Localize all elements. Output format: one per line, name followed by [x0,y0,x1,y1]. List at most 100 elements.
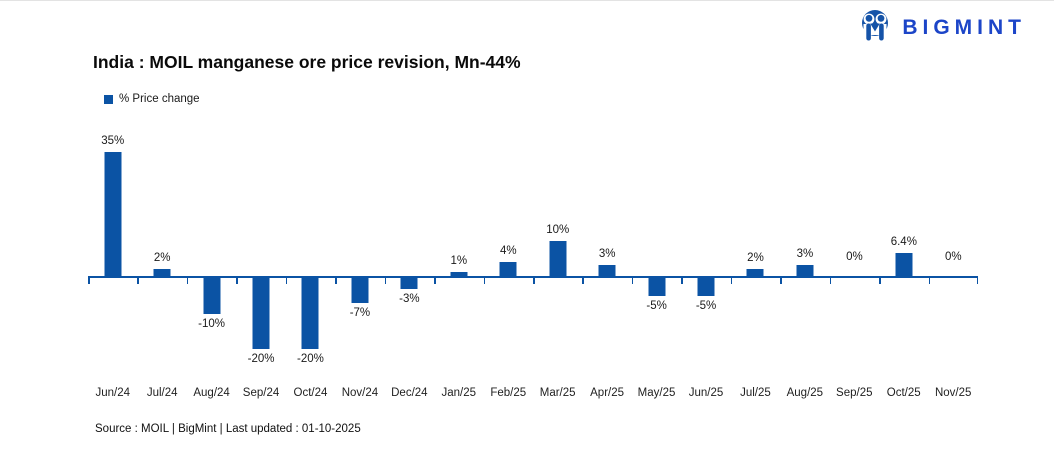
axis-tick [384,278,387,284]
data-label-Nov/25: 0% [944,251,962,263]
data-label-Jun/24: 35% [101,134,125,147]
axis-tick [335,278,337,284]
bar-chart-plot-area: 35% 2% -10% -20% -20% -7% -3% 1% 4% 10% 3% -5% -5% 2%… [88,119,978,371]
bar-slot-Jul/25: 2% [731,119,780,371]
bar-Oct/24 [301,278,319,349]
data-label-Oct/25: 6.4% [890,236,917,249]
x-tick-label-Oct/25: Oct/25 [886,387,921,399]
bar-slot-Sep/24: -20% [236,119,285,371]
axis-tick [434,278,436,284]
bar-slot-Aug/25: 3% [780,119,829,371]
chart-legend: % Price change [104,93,200,105]
x-tick-label-Jul/25: Jul/25 [740,387,771,399]
data-label-Apr/25: 3% [598,248,616,261]
data-label-Aug/24: -10% [198,317,226,330]
bar-slot-May/25: -5% [632,119,681,371]
x-tick-label-Nov/25: Nov/25 [934,387,972,399]
data-label-Feb/25: 4% [499,244,517,257]
bar-Nov/24 [351,278,369,303]
x-axis-line [88,276,978,278]
bar-slot-Jun/25: -5% [681,119,730,371]
chart-title: India : MOIL manganese ore price revisio… [93,52,521,72]
data-label-Sep/24: -20% [247,353,275,365]
bar-Mar/25 [549,240,567,276]
data-label-Aug/25: 3% [796,248,814,261]
bar-slot-Oct/24: -20% [286,119,335,371]
data-label-Dec/24: -3% [399,292,420,305]
bar-slot-Sep/25: 0% [830,119,879,371]
x-tick-label-Jun/24: Jun/24 [95,387,130,399]
bar-slot-Mar/25: 10% [533,119,582,371]
axis-tick [88,278,90,284]
x-tick-label-Aug/24: Aug/24 [193,387,230,399]
bar-slot-Nov/25: 0% [929,119,978,371]
x-tick-label-Mar/25: Mar/25 [539,387,576,399]
x-tick-label-Dec/24: Dec/24 [391,387,428,399]
axis-tick [186,278,189,284]
bar-Jun/24 [104,151,122,276]
bar-Dec/24 [400,278,418,289]
x-tick-label-Feb/25: Feb/25 [490,387,527,399]
bar-slot-Oct/25: 6.4% [879,119,928,371]
axis-tick [533,278,535,284]
bar-Aug/24 [203,278,221,314]
axis-tick [730,278,733,284]
data-label-Jan/25: 1% [450,255,468,268]
bar-Sep/24 [252,278,270,349]
bar-slot-Apr/25: 3% [582,119,631,371]
x-tick-label-Sep/24: Sep/24 [242,387,280,399]
x-tick-label-Jan/25: Jan/25 [441,387,477,399]
data-label-Sep/25: 0% [846,251,863,263]
axis-tick [879,278,881,284]
axis-tick [582,278,584,284]
data-label-Jul/25: 2% [747,251,764,264]
x-tick-label-Jul/24: Jul/24 [146,387,178,399]
data-label-Jun/25: -5% [695,299,717,312]
data-label-Nov/24: -7% [349,306,371,319]
bar-slot-Feb/25: 4% [484,119,533,371]
bar-May/25 [648,278,666,296]
axis-tick [483,278,486,284]
data-label-Oct/24: -20% [297,353,324,365]
axis-tick [137,278,139,284]
axis-tick [681,278,683,284]
axis-tick [285,278,288,284]
source-note: Source : MOIL | BigMint | Last updated :… [95,423,361,435]
bar-slot-Aug/24: -10% [187,119,236,371]
axis-tick [928,278,931,284]
bar-Jan/25 [450,272,468,276]
bar-Feb/25 [499,261,517,276]
bar-Jul/24 [153,268,171,276]
bar-slot-Jun/24: 35% [88,119,137,371]
bar-Jun/25 [697,278,715,296]
axis-tick [236,278,238,284]
legend-swatch [104,94,113,104]
x-tick-label-May/25: May/25 [637,387,676,399]
brand-logo: BIGMINT [857,9,1026,47]
bar-Aug/25 [796,265,814,276]
axis-tick [829,278,832,284]
bar-slot-Jan/25: 1% [434,119,483,371]
x-tick-label-Nov/24: Nov/24 [341,387,379,399]
x-tick-label-Apr/25: Apr/25 [590,387,625,399]
brand-wordmark: BIGMINT [902,16,1026,39]
x-tick-label-Oct/24: Oct/24 [293,387,328,399]
axis-tick [976,278,978,284]
bar-Oct/25 [895,253,913,276]
legend-label: % Price change [119,93,200,105]
data-label-Mar/25: 10% [546,223,570,236]
bar-slot-Jul/24: 2% [137,119,186,371]
x-tick-label-Sep/25: Sep/25 [836,387,873,399]
axis-tick [780,278,782,284]
x-axis-labels: Jun/24 Jul/24 Aug/24 Sep/24 Oct/24 Nov/24 Dec/… [88,387,978,399]
x-tick-label-Jun/25: Jun/25 [688,387,724,399]
axis-tick [631,278,634,284]
x-tick-label-Aug/25: Aug/25 [786,387,824,399]
data-label-Jul/24: 2% [153,251,171,264]
bar-Jul/25 [746,268,764,276]
bigmint-logo-icon [857,9,893,47]
data-label-May/25: -5% [646,299,667,312]
bar-slot-Dec/24: -3% [385,119,434,371]
bar-slot-Nov/24: -7% [335,119,384,371]
